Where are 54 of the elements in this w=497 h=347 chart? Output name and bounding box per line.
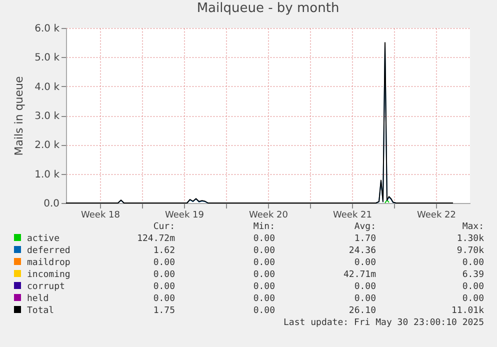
text: 6.39 [462, 270, 484, 280]
legend-label: deferred [26, 246, 70, 256]
y-tick-label: 2.0 k [34, 140, 60, 152]
x-tick-label: Week 21 [333, 210, 372, 220]
text: Avg: [354, 222, 376, 232]
text: Max: [462, 222, 484, 232]
text: 0.00 [253, 282, 275, 292]
text: 9.70k [456, 246, 484, 256]
text: 0.00 [153, 294, 175, 304]
y-axis-title: Mails in queue [12, 76, 26, 156]
text: 0.00 [354, 282, 376, 292]
text: Last update: Fri May 30 23:00:10 2025 [284, 318, 484, 328]
text: 26.10 [348, 306, 376, 316]
legend-label: corrupt [26, 282, 65, 292]
text: 0.00 [253, 270, 275, 280]
text: 0.00 [253, 306, 275, 316]
y-tick-label: 5.0 k [34, 52, 60, 64]
y-tick-label: 3.0 k [34, 111, 60, 122]
x-tick-label: Week 18 [81, 210, 120, 220]
text: 0.00 [253, 294, 275, 304]
text: 0.00 [153, 270, 175, 280]
text: 11.01k [451, 306, 484, 316]
legend-label: held [26, 294, 49, 304]
text: 0.00 [153, 258, 175, 268]
text: 1.62 [153, 246, 175, 256]
text: 124.72m [137, 234, 175, 244]
text: 0.00 [462, 294, 484, 304]
text: 0.00 [153, 282, 175, 292]
text: Min: [253, 222, 275, 232]
text: 24.36 [348, 246, 376, 256]
text: 42.71m [343, 270, 376, 280]
y-tick-label: 1.0 k [34, 169, 60, 180]
y-tick-label: 4.0 k [34, 82, 60, 93]
text: 0.00 [253, 258, 275, 268]
text: 0.00 [354, 258, 376, 268]
text: 0.00 [253, 246, 275, 256]
text: 1.75 [153, 306, 175, 316]
x-tick-label: Week 20 [249, 210, 288, 220]
y-tick-label: 0.0 [44, 198, 60, 210]
text: 1.30k [456, 234, 484, 244]
text: Cur: [153, 222, 175, 232]
legend-label: incoming [26, 270, 70, 280]
x-tick-label: Week 22 [417, 210, 456, 220]
y-tick-label: 6.0 k [34, 24, 60, 34]
legend-label: active [26, 234, 60, 244]
chart-title: Mailqueue - by month [196, 1, 340, 16]
text: 0.00 [354, 294, 376, 304]
x-tick-label: Week 19 [165, 210, 204, 220]
text: 0.00 [462, 258, 484, 268]
legend-label: maildrop [26, 258, 70, 268]
text: 1.70 [354, 234, 376, 244]
text: 0.00 [462, 282, 484, 292]
legend-label: Total [26, 306, 54, 316]
text: 0.00 [253, 234, 275, 244]
